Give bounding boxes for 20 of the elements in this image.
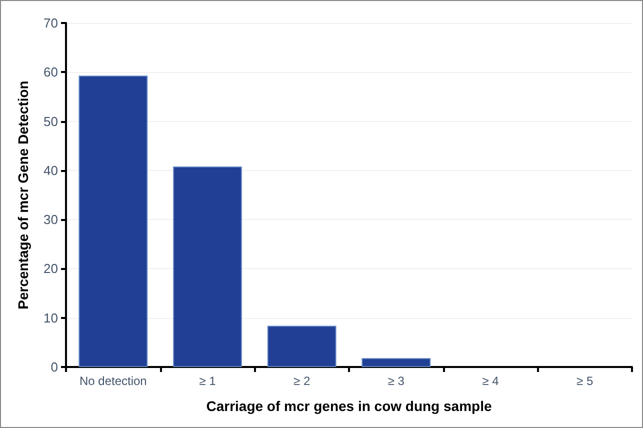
x-tick-label: ≥ 2: [294, 374, 310, 388]
bar: [78, 76, 148, 367]
x-tick-label: ≥ 5: [576, 374, 594, 388]
y-tick-label: 70: [44, 16, 58, 30]
y-tick-label: 60: [44, 64, 58, 80]
x-axis-title: Carriage of mcr genes in cow dung sample: [206, 398, 492, 414]
y-tick-label: 10: [44, 310, 58, 326]
bar: [362, 358, 431, 367]
y-tick-label: 50: [44, 114, 58, 129]
x-tick-label: ≥ 1: [199, 374, 216, 388]
y-tick-label: 0: [50, 360, 58, 374]
x-tick-label: ≥ 4: [482, 374, 500, 388]
x-tick-label: ≥ 3: [388, 374, 405, 388]
bar: [173, 166, 242, 367]
y-tick-label: 30: [44, 212, 58, 228]
y-tick-label: 20: [44, 261, 58, 276]
bar: [267, 326, 336, 367]
y-tick-label: 40: [44, 162, 58, 178]
x-tick-label: No detection: [79, 374, 147, 388]
y-axis-title: Percentage of mcr Gene Detection: [15, 80, 31, 310]
